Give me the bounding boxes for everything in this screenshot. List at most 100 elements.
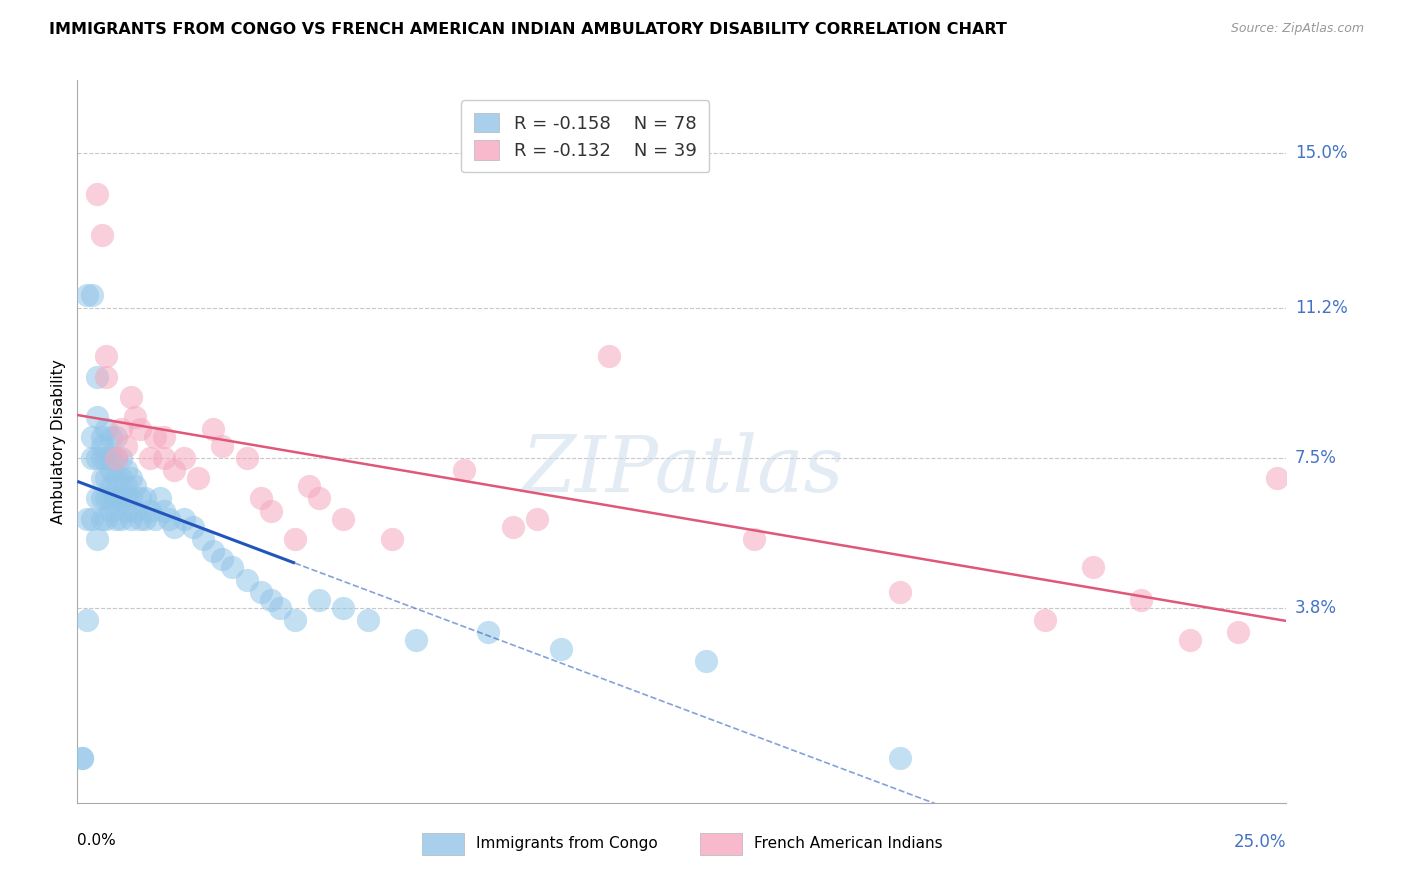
Point (889, 751, 911, 765)
Text: Source: ZipAtlas.com: Source: ZipAtlas.com (1230, 22, 1364, 36)
Point (1130, 592, 1153, 607)
Text: 3.8%: 3.8% (1295, 599, 1337, 617)
Point (100, 463, 122, 477)
Point (201, 422, 224, 436)
Point (114, 479, 136, 493)
Point (695, 654, 717, 668)
Point (148, 491, 170, 506)
Point (86, 491, 108, 506)
Point (163, 463, 186, 477)
Point (191, 532, 214, 546)
Point (100, 503, 122, 517)
Point (453, 463, 475, 477)
Point (124, 410, 146, 425)
Point (105, 430, 128, 444)
Point (96, 511, 118, 525)
Point (105, 450, 128, 465)
Text: 11.2%: 11.2% (1295, 299, 1347, 317)
Point (100, 491, 122, 506)
Point (157, 511, 180, 525)
Point (90, 227, 112, 242)
Point (76, 511, 98, 525)
Point (129, 511, 152, 525)
Point (90, 511, 112, 525)
Point (100, 430, 122, 444)
Point (90, 491, 112, 506)
Point (526, 511, 548, 525)
Point (96, 422, 118, 436)
Point (105, 491, 128, 506)
Text: 15.0%: 15.0% (1295, 145, 1347, 162)
Point (120, 390, 142, 404)
Point (96, 349, 118, 363)
Point (183, 520, 205, 534)
Point (114, 463, 136, 477)
Point (284, 613, 307, 627)
Point (86, 450, 108, 465)
Point (139, 503, 162, 517)
Point (96, 491, 118, 506)
Point (76, 613, 98, 627)
Point (70, 751, 93, 765)
Point (143, 430, 166, 444)
Point (250, 584, 273, 599)
Point (1033, 613, 1056, 627)
Point (211, 552, 233, 566)
Text: ZIPatlas: ZIPatlas (520, 433, 844, 508)
Point (120, 511, 142, 525)
Point (889, 584, 911, 599)
Point (308, 491, 330, 506)
Text: Immigrants from Congo: Immigrants from Congo (477, 837, 658, 852)
Point (550, 641, 572, 656)
Point (744, 532, 766, 546)
Point (201, 544, 224, 558)
Text: 0.0%: 0.0% (77, 833, 117, 848)
Point (110, 471, 132, 485)
Point (235, 450, 257, 465)
Point (134, 491, 156, 506)
Point (110, 511, 132, 525)
Point (235, 573, 257, 587)
Point (86, 186, 108, 201)
Point (332, 601, 354, 615)
Point (90, 439, 112, 453)
Point (110, 450, 132, 465)
Point (90, 471, 112, 485)
Point (96, 450, 118, 465)
Point (120, 471, 142, 485)
Y-axis label: Ambulatory Disability: Ambulatory Disability (51, 359, 66, 524)
Legend: R = -0.158    N = 78, R = -0.132    N = 39: R = -0.158 N = 78, R = -0.132 N = 39 (461, 100, 709, 172)
Point (405, 633, 427, 648)
Point (96, 369, 118, 384)
Point (105, 471, 128, 485)
Point (80, 288, 103, 302)
Point (124, 479, 146, 493)
Point (110, 491, 132, 506)
Point (1227, 625, 1250, 640)
Point (1178, 633, 1201, 648)
Point (114, 491, 136, 506)
Point (477, 625, 499, 640)
Point (100, 479, 122, 493)
Point (86, 369, 108, 384)
Point (269, 601, 291, 615)
Point (86, 410, 108, 425)
Point (250, 491, 273, 506)
Point (598, 349, 620, 363)
Point (134, 511, 156, 525)
Point (105, 450, 128, 465)
Point (153, 450, 176, 465)
Point (187, 471, 209, 485)
Point (114, 439, 136, 453)
Point (90, 450, 112, 465)
Point (284, 532, 307, 546)
Point (221, 560, 243, 574)
Text: IMMIGRANTS FROM CONGO VS FRENCH AMERICAN INDIAN AMBULATORY DISABILITY CORRELATIO: IMMIGRANTS FROM CONGO VS FRENCH AMERICAN… (49, 22, 1007, 37)
Point (381, 532, 404, 546)
Point (332, 511, 354, 525)
Point (298, 479, 321, 493)
Point (76, 288, 98, 302)
Point (110, 422, 132, 436)
Point (129, 491, 152, 506)
Text: 7.5%: 7.5% (1295, 449, 1337, 467)
